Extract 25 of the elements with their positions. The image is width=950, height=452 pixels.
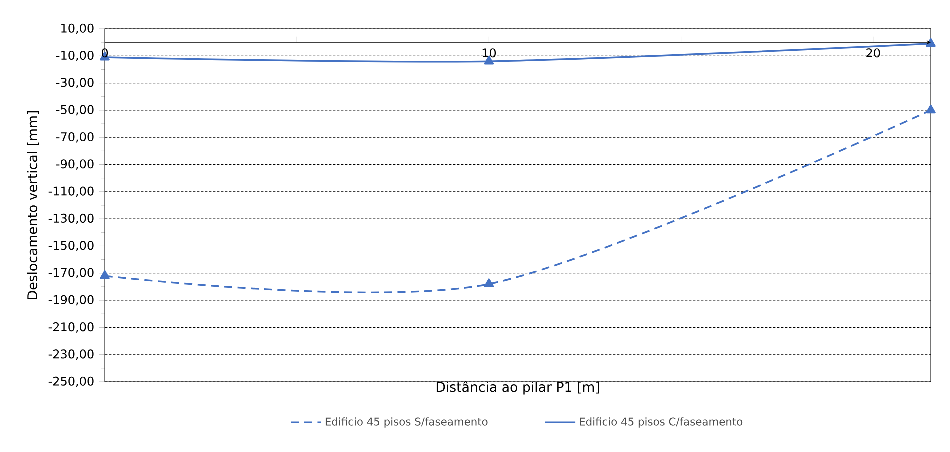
y-tick-label: -70,00 xyxy=(56,132,94,143)
point xyxy=(484,278,494,288)
y-axis-title: Deslocamento vertical [mm] xyxy=(27,111,40,300)
y-tick-label: -190,00 xyxy=(48,295,94,306)
legend-label: Edificio 45 pisos S/faseamento xyxy=(326,418,488,428)
y-tick-label: 10,00 xyxy=(62,24,94,34)
y-tick-label: -150,00 xyxy=(48,241,94,252)
x-tick-label: 0 xyxy=(102,48,108,58)
point xyxy=(926,104,936,114)
y-tick-label: -210,00 xyxy=(48,322,94,333)
y-tick-label: -90,00 xyxy=(56,160,94,170)
legend-label: Edificio 45 pisos C/faseamento xyxy=(580,418,743,428)
x-tick-label: 10 xyxy=(482,48,496,58)
y-tick-label: -110,00 xyxy=(48,186,94,198)
y-tick-label: -130,00 xyxy=(48,214,94,224)
y-tick-label: -50,00 xyxy=(56,105,94,116)
y-tick-label: -10,00 xyxy=(56,50,94,62)
x-tick-label: 20 xyxy=(866,48,880,58)
y-tick-label: -250,00 xyxy=(48,376,94,388)
y-tick-label: -170,00 xyxy=(48,268,94,279)
x-axis-title: Distância ao pilar P1 [m] xyxy=(436,381,600,395)
y-tick-label: -30,00 xyxy=(56,78,94,88)
y-tick-label: -230,00 xyxy=(48,350,94,360)
point xyxy=(100,270,110,280)
point xyxy=(926,38,936,48)
